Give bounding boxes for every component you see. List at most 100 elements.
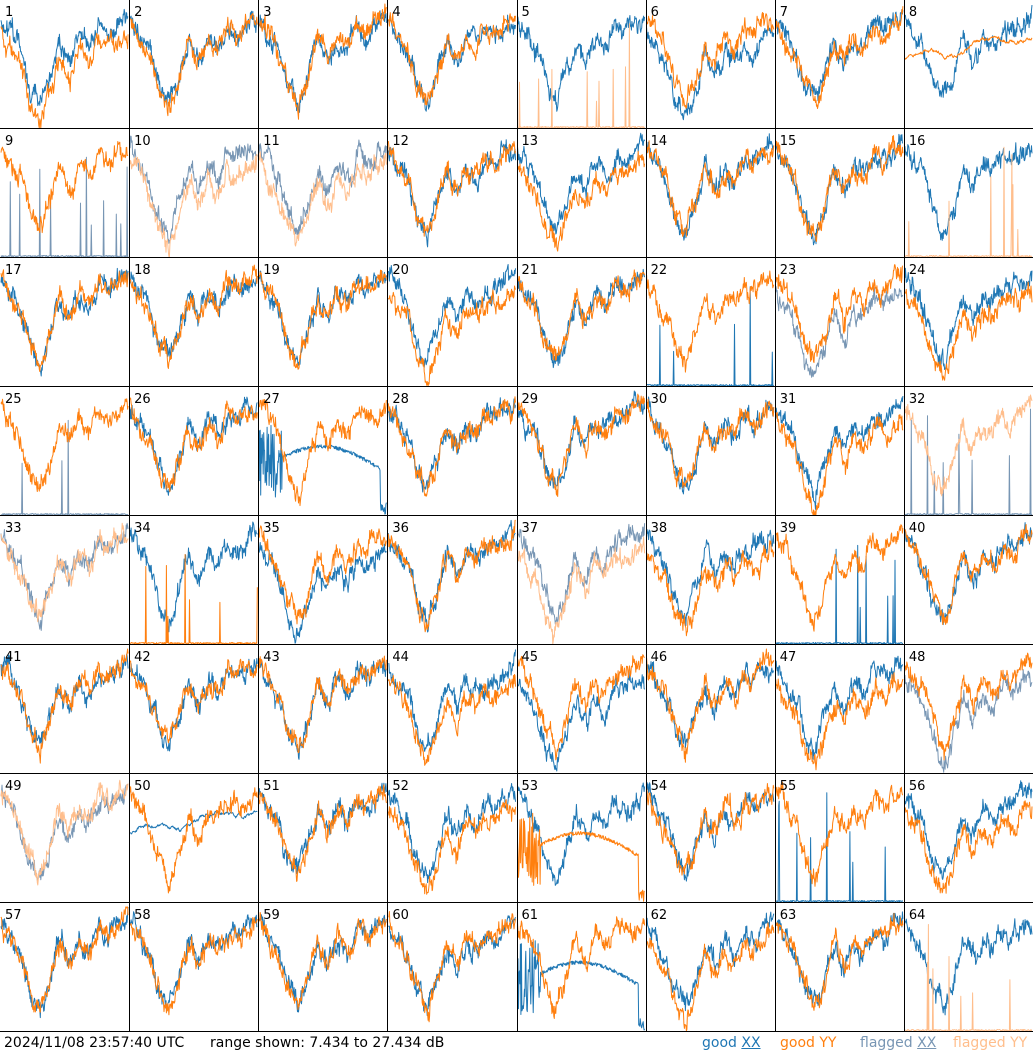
series-yy-tile-9	[0, 141, 129, 234]
series-yy-tile-61	[517, 916, 646, 1019]
tile-label-48: 48	[909, 650, 926, 665]
tile-61: 61	[517, 908, 646, 1031]
tile-label-20: 20	[392, 263, 409, 278]
series-yy-tile-52	[387, 799, 516, 895]
tile-5: 5	[517, 5, 646, 129]
tile-label-52: 52	[392, 779, 409, 794]
series-yy-tile-45	[517, 654, 645, 761]
tile-13: 13	[517, 132, 646, 252]
series-yy-tile-49	[0, 779, 129, 886]
tile-56: 56	[904, 779, 1033, 894]
tile-label-37: 37	[522, 521, 539, 536]
legend-flagged-yy-pol: YY	[1010, 1035, 1028, 1051]
tile-63: 63	[775, 908, 904, 1011]
series-yy-tile-2	[129, 12, 258, 117]
series-yy-tile-24	[904, 281, 1033, 381]
series-yy-tile-17	[0, 269, 129, 372]
tile-label-63: 63	[780, 908, 797, 923]
series-xx-tile-15	[775, 133, 904, 246]
tile-22: 22	[646, 263, 775, 387]
tile-23: 23	[775, 263, 904, 378]
tile-19: 19	[258, 263, 387, 370]
tile-57: 57	[0, 906, 129, 1019]
series-xx-tile-20	[387, 264, 516, 368]
series-xx-tile-53	[517, 782, 646, 886]
tile-33: 33	[0, 521, 129, 631]
tile-label-59: 59	[263, 908, 280, 923]
tile-4: 4	[387, 5, 516, 112]
tile-label-54: 54	[651, 779, 668, 794]
series-yy-tile-59	[258, 912, 387, 1010]
tile-20: 20	[387, 263, 516, 387]
series-yy-tile-58	[129, 917, 258, 1016]
series-yy-tile-64	[904, 924, 1033, 1032]
tile-label-19: 19	[263, 263, 280, 278]
series-yy-tile-56	[904, 800, 1033, 894]
tile-label-46: 46	[651, 650, 668, 665]
series-xx-tile-22	[646, 286, 774, 387]
tile-label-15: 15	[780, 134, 797, 149]
tile-label-55: 55	[780, 779, 797, 794]
series-yy-tile-21	[517, 269, 646, 361]
tile-label-61: 61	[522, 908, 539, 923]
series-xx-tile-43	[259, 659, 387, 760]
tile-label-13: 13	[522, 134, 539, 149]
tile-label-14: 14	[651, 134, 668, 149]
tile-label-22: 22	[651, 263, 668, 278]
series-yy-tile-1	[0, 26, 129, 129]
series-xx-tile-44	[388, 649, 516, 752]
series-yy-tile-10	[129, 154, 258, 258]
tile-label-41: 41	[5, 650, 22, 665]
series-xx-tile-27	[258, 425, 387, 515]
tile-label-30: 30	[651, 392, 668, 407]
series-yy-tile-20	[387, 285, 516, 387]
series-yy-tile-43	[258, 655, 387, 754]
series-yy-tile-8	[904, 35, 1033, 60]
series-xx-tile-1	[0, 8, 129, 107]
tile-32: 32	[904, 392, 1033, 516]
series-xx-tile-14	[646, 133, 775, 241]
tile-label-47: 47	[780, 650, 797, 665]
series-xx-tile-40	[904, 522, 1033, 626]
tile-43: 43	[258, 650, 387, 760]
tile-48: 48	[904, 650, 1033, 773]
series-xx-tile-54	[646, 782, 775, 882]
tile-label-3: 3	[263, 5, 271, 20]
tile-45: 45	[517, 650, 646, 772]
tile-14: 14	[646, 133, 775, 241]
series-xx-tile-62	[646, 911, 775, 1012]
tile-label-24: 24	[909, 263, 926, 278]
tile-39: 39	[775, 521, 904, 645]
tile-53: 53	[517, 779, 646, 902]
tile-42: 42	[129, 650, 258, 752]
tile-label-26: 26	[134, 392, 151, 407]
tile-label-36: 36	[392, 521, 409, 536]
series-xx-tile-11	[258, 139, 387, 237]
legend-flagged-xx-prefix: flagged	[860, 1035, 918, 1051]
series-yy-tile-5	[517, 23, 646, 129]
legend-flagged-xx: flagged XX	[860, 1035, 936, 1051]
legend-flagged-yy: flagged YY	[953, 1035, 1027, 1051]
tile-label-21: 21	[522, 263, 539, 278]
series-xx-tile-60	[388, 915, 516, 1016]
tile-3: 3	[258, 3, 387, 120]
series-xx-tile-10	[129, 135, 258, 244]
series-xx-tile-34	[129, 521, 258, 633]
tile-label-16: 16	[909, 134, 926, 149]
tile-label-10: 10	[134, 134, 151, 149]
tile-25: 25	[0, 392, 129, 516]
tile-30: 30	[646, 392, 775, 495]
tile-label-9: 9	[5, 134, 13, 149]
tile-16: 16	[904, 134, 1033, 258]
tile-label-45: 45	[522, 650, 539, 665]
series-yy-tile-57	[0, 906, 129, 1013]
tile-34: 34	[129, 521, 258, 645]
series-yy-tile-42	[129, 658, 258, 744]
series-xx-tile-45	[517, 670, 646, 772]
tile-37: 37	[517, 521, 646, 645]
series-yy-tile-23	[775, 264, 903, 364]
series-xx-tile-52	[387, 783, 516, 884]
series-xx-tile-55	[775, 792, 903, 903]
series-yy-tile-30	[646, 398, 775, 489]
